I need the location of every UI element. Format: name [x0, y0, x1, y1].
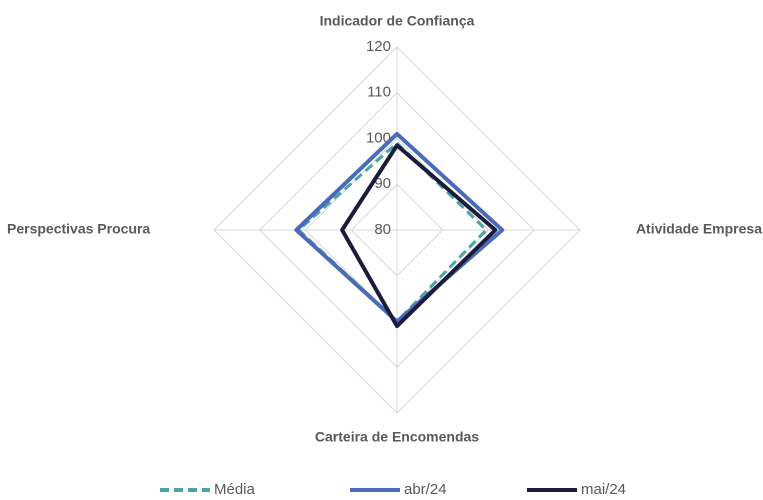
legend-label: mai/24: [581, 481, 626, 498]
legend-label: abr/24: [404, 481, 447, 498]
r-tick-label: 80: [374, 221, 391, 238]
category-label: Perspectivas Procura: [7, 221, 150, 237]
category-label: Atividade Empresa: [636, 221, 762, 237]
r-tick-label: 120: [366, 38, 391, 55]
category-label: Carteira de Encomendas: [315, 429, 479, 445]
legend-label: Média: [214, 481, 256, 498]
r-tick-label: 90: [374, 175, 391, 192]
r-tick-label: 110: [367, 84, 391, 101]
series-line: [340, 143, 498, 329]
series-line: [297, 141, 488, 323]
r-tick-label: 100: [366, 129, 391, 146]
category-label: Indicador de Confiança: [320, 13, 475, 29]
series-line: [294, 131, 505, 324]
